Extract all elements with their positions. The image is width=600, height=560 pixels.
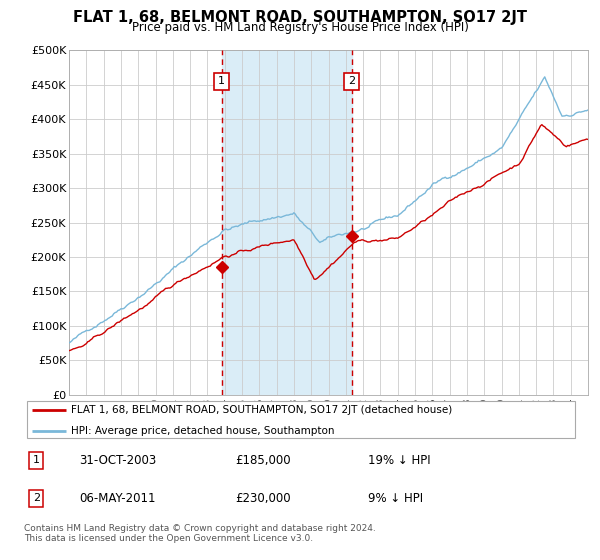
Text: FLAT 1, 68, BELMONT ROAD, SOUTHAMPTON, SO17 2JT (detached house): FLAT 1, 68, BELMONT ROAD, SOUTHAMPTON, S…: [71, 405, 452, 415]
Text: 1: 1: [33, 455, 40, 465]
Text: FLAT 1, 68, BELMONT ROAD, SOUTHAMPTON, SO17 2JT: FLAT 1, 68, BELMONT ROAD, SOUTHAMPTON, S…: [73, 10, 527, 25]
Text: 19% ↓ HPI: 19% ↓ HPI: [368, 454, 431, 467]
Text: Contains HM Land Registry data © Crown copyright and database right 2024.
This d: Contains HM Land Registry data © Crown c…: [24, 524, 376, 543]
Text: 9% ↓ HPI: 9% ↓ HPI: [368, 492, 423, 505]
Text: 1: 1: [218, 76, 225, 86]
Text: Price paid vs. HM Land Registry's House Price Index (HPI): Price paid vs. HM Land Registry's House …: [131, 21, 469, 34]
Text: HPI: Average price, detached house, Southampton: HPI: Average price, detached house, Sout…: [71, 426, 335, 436]
Text: £185,000: £185,000: [235, 454, 290, 467]
Text: 31-OCT-2003: 31-OCT-2003: [79, 454, 157, 467]
Bar: [222, 50, 352, 395]
Text: £230,000: £230,000: [235, 492, 290, 505]
Text: 06-MAY-2011: 06-MAY-2011: [79, 492, 156, 505]
FancyBboxPatch shape: [27, 402, 575, 437]
Text: 2: 2: [348, 76, 355, 86]
Text: 2: 2: [32, 493, 40, 503]
